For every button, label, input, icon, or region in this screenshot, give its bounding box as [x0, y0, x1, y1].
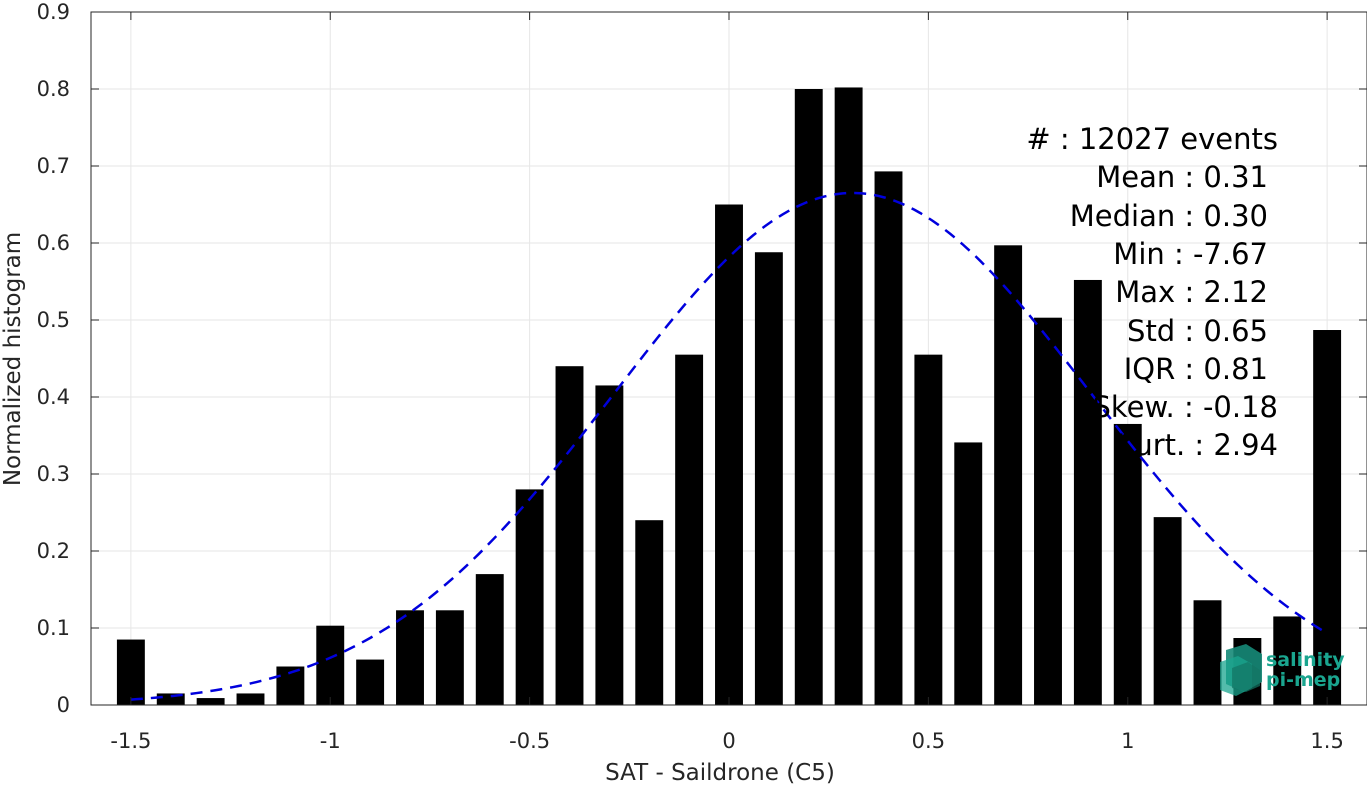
stats-box: # : 12027 events Mean : 0.31 Median : 0.…	[1026, 122, 1278, 462]
stats-min: Min : -7.67	[1113, 237, 1268, 271]
histogram-bars	[116, 87, 1342, 706]
x-tick-label: 1.5	[1310, 729, 1343, 753]
y-tick-label: 0.8	[37, 77, 70, 101]
histogram-bar	[396, 610, 424, 705]
histogram-bar	[874, 171, 903, 705]
y-tick-label: 0.5	[37, 308, 70, 332]
histogram-bar	[435, 610, 464, 705]
histogram-bar	[834, 87, 863, 705]
y-tick-label: 0.9	[37, 0, 70, 24]
y-axis-label: Normalized histogram	[0, 232, 26, 486]
gaussian-fit-curve	[130, 191, 1328, 701]
y-tick-label: 0.2	[37, 539, 70, 563]
stats-iqr: IQR : 0.81	[1124, 352, 1268, 386]
histogram-bar	[236, 693, 265, 705]
histogram-bar	[794, 89, 823, 705]
histogram-bar	[754, 252, 783, 706]
stats-events: # : 12027 events	[1026, 122, 1278, 156]
histogram-bar	[356, 659, 385, 705]
y-tick-labels: 0 0.1 0.2 0.3 0.4 0.5 0.6 0.7 0.8 0.9	[37, 0, 70, 717]
cube-logo-icon	[1220, 644, 1262, 696]
y-tick-label: 0.7	[37, 154, 70, 178]
y-tick-label: 0.4	[37, 385, 70, 409]
y-tick-label: 0.6	[37, 231, 70, 255]
histogram-bar	[1273, 616, 1302, 705]
histogram-bar	[1153, 517, 1182, 705]
x-tick-label: 1	[1121, 729, 1134, 753]
x-tick-labels: -1.5 -1 -0.5 0 0.5 1 1.5	[110, 729, 1343, 753]
stats-max: Max : 2.12	[1115, 275, 1268, 309]
logo-text-salinity: salinity	[1266, 649, 1345, 671]
histogram-bar	[914, 354, 943, 705]
histogram-bar	[156, 693, 185, 705]
histogram-bar	[1034, 317, 1062, 705]
histogram-bar	[595, 385, 624, 705]
histogram-bar	[954, 442, 983, 705]
salinity-pi-mep-logo: salinity pi-mep	[1220, 644, 1345, 696]
histogram-bar	[1113, 423, 1142, 705]
x-tick-label: -1.5	[110, 729, 151, 753]
y-tick-label: 0.3	[37, 462, 70, 486]
histogram-bar	[196, 698, 225, 705]
y-tick-label: 0.1	[37, 616, 70, 640]
axis-ticks	[91, 11, 1367, 706]
stats-mean: Mean : 0.31	[1096, 160, 1268, 194]
stats-std: Std : 0.65	[1127, 314, 1268, 348]
x-tick-label: -0.5	[509, 729, 550, 753]
histogram-bar	[994, 245, 1023, 705]
histogram-bar	[555, 366, 584, 705]
histogram-bar	[1313, 330, 1342, 705]
x-tick-label: 0	[722, 729, 735, 753]
x-axis-label: SAT - Saildrone (C5)	[605, 760, 835, 785]
histogram-bar	[316, 625, 345, 705]
stats-kurt: Kurt. : 2.94	[1117, 428, 1278, 462]
y-tick-label: 0	[57, 693, 70, 717]
x-tick-label: 0.5	[912, 729, 945, 753]
histogram-bar	[675, 354, 704, 705]
histogram-bar	[116, 639, 145, 705]
stats-median: Median : 0.30	[1070, 199, 1268, 233]
histogram-bar	[715, 204, 743, 705]
histogram-bar	[475, 574, 504, 705]
logo-text-pi-mep: pi-mep	[1266, 669, 1340, 691]
histogram-bar	[1193, 600, 1222, 705]
histogram-bar	[1073, 279, 1102, 705]
stats-skew: Skew. : -0.18	[1092, 390, 1278, 424]
histogram-bar	[635, 520, 664, 705]
histogram-bar	[515, 489, 544, 705]
x-tick-label: -1	[320, 729, 341, 753]
